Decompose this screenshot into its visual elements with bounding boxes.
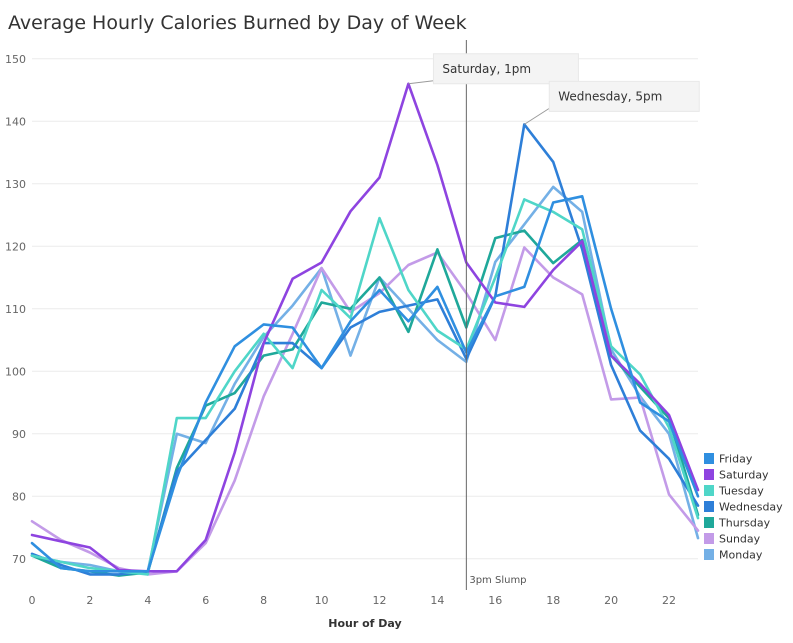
legend-swatch (704, 533, 714, 544)
legend-swatch (704, 501, 714, 512)
annotation-box (548, 80, 700, 112)
x-tick-label: 16 (488, 594, 502, 607)
legend-label: Monday (719, 549, 763, 562)
legend-swatch (704, 485, 714, 496)
reference-line-label: 3pm Slump (469, 575, 526, 586)
x-tick-label: 18 (546, 594, 560, 607)
x-tick-label: 2 (86, 594, 93, 607)
y-tick-label: 110 (5, 303, 26, 316)
legend-swatch (704, 453, 714, 464)
series-line-saturday (30, 82, 700, 573)
y-tick-label: 140 (5, 115, 26, 128)
y-tick-label: 120 (5, 240, 26, 253)
annotation-leader (523, 107, 550, 125)
chart-title: Average Hourly Calories Burned by Day of… (8, 12, 467, 34)
x-axis-title: Hour of Day (328, 617, 401, 630)
x-tick-label: 8 (260, 594, 267, 607)
series-line-tuesday (30, 198, 700, 576)
y-tick-label: 130 (5, 178, 26, 191)
y-tick-label: 80 (12, 490, 26, 503)
y-tick-label: 70 (12, 553, 26, 566)
x-tick-label: 22 (662, 594, 676, 607)
x-tick-label: 10 (315, 594, 329, 607)
legend-label: Friday (719, 453, 753, 466)
legend-label: Tuesday (718, 485, 764, 498)
legend-label: Sunday (719, 533, 761, 546)
x-tick-label: 0 (29, 594, 36, 607)
series-line-friday (30, 195, 700, 573)
legend-label: Saturday (719, 469, 769, 482)
y-tick-label: 90 (12, 428, 26, 441)
legend-swatch (704, 517, 714, 528)
annotation-box (432, 53, 579, 85)
annotation-leader (408, 80, 434, 85)
x-tick-label: 20 (604, 594, 618, 607)
legend-label: Thursday (718, 517, 771, 530)
legend-swatch (704, 469, 714, 480)
y-tick-label: 100 (5, 365, 26, 378)
x-tick-label: 14 (430, 594, 444, 607)
annotation-label: Saturday, 1pm (442, 62, 531, 76)
legend-swatch (704, 549, 714, 560)
y-tick-label: 150 (5, 53, 26, 66)
x-tick-label: 4 (144, 594, 151, 607)
legend-label: Wednesday (719, 501, 783, 514)
x-tick-label: 12 (372, 594, 386, 607)
series-line-monday (30, 185, 700, 573)
x-tick-label: 6 (202, 594, 209, 607)
annotation-label: Wednesday, 5pm (558, 89, 662, 103)
